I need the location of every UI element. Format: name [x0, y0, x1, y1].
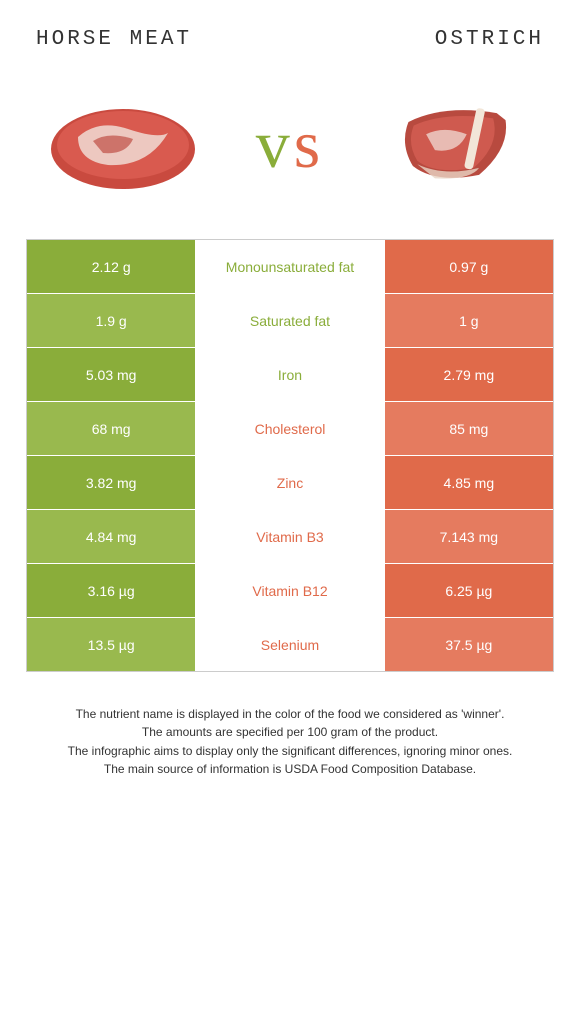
left-value: 68 mg — [27, 402, 195, 455]
footer-notes: The nutrient name is displayed in the co… — [62, 706, 519, 780]
table-row: 68 mgCholesterol85 mg — [27, 402, 553, 456]
right-value: 6.25 µg — [385, 564, 553, 617]
nutrient-table: 2.12 gMonounsaturated fat0.97 g1.9 gSatu… — [26, 239, 554, 672]
nutrient-label: Saturated fat — [195, 294, 384, 347]
left-food-image — [38, 89, 208, 199]
footer-line: The nutrient name is displayed in the co… — [68, 706, 513, 723]
table-row: 1.9 gSaturated fat1 g — [27, 294, 553, 348]
vs-s: s — [294, 106, 324, 182]
table-row: 3.82 mgZinc4.85 mg — [27, 456, 553, 510]
nutrient-label: Cholesterol — [195, 402, 384, 455]
nutrient-label: Zinc — [195, 456, 384, 509]
table-row: 4.84 mgVitamin B37.143 mg — [27, 510, 553, 564]
right-food-title: Ostrich — [435, 28, 544, 51]
left-value: 13.5 µg — [27, 618, 195, 671]
meat-icon — [38, 89, 208, 199]
right-value: 4.85 mg — [385, 456, 553, 509]
left-value: 5.03 mg — [27, 348, 195, 401]
left-value: 1.9 g — [27, 294, 195, 347]
left-food-title: Horse meat — [36, 28, 192, 51]
nutrient-label: Vitamin B12 — [195, 564, 384, 617]
nutrient-label: Vitamin B3 — [195, 510, 384, 563]
right-food-image — [372, 89, 542, 199]
right-value: 37.5 µg — [385, 618, 553, 671]
table-row: 5.03 mgIron2.79 mg — [27, 348, 553, 402]
table-row: 2.12 gMonounsaturated fat0.97 g — [27, 240, 553, 294]
left-value: 3.16 µg — [27, 564, 195, 617]
table-row: 3.16 µgVitamin B126.25 µg — [27, 564, 553, 618]
left-value: 4.84 mg — [27, 510, 195, 563]
nutrient-label: Selenium — [195, 618, 384, 671]
right-value: 7.143 mg — [385, 510, 553, 563]
meat-icon — [382, 89, 532, 199]
footer-line: The amounts are specified per 100 gram o… — [68, 724, 513, 741]
table-row: 13.5 µgSelenium37.5 µg — [27, 618, 553, 672]
right-value: 0.97 g — [385, 240, 553, 293]
right-value: 2.79 mg — [385, 348, 553, 401]
header: Horse meat Ostrich — [26, 28, 554, 51]
vs-v: v — [256, 106, 294, 182]
nutrient-label: Monounsaturated fat — [195, 240, 384, 293]
nutrient-label: Iron — [195, 348, 384, 401]
right-value: 1 g — [385, 294, 553, 347]
vs-row: vs — [26, 89, 554, 199]
vs-label: vs — [256, 105, 324, 184]
left-value: 2.12 g — [27, 240, 195, 293]
footer-line: The infographic aims to display only the… — [68, 743, 513, 760]
footer-line: The main source of information is USDA F… — [68, 761, 513, 778]
right-value: 85 mg — [385, 402, 553, 455]
left-value: 3.82 mg — [27, 456, 195, 509]
